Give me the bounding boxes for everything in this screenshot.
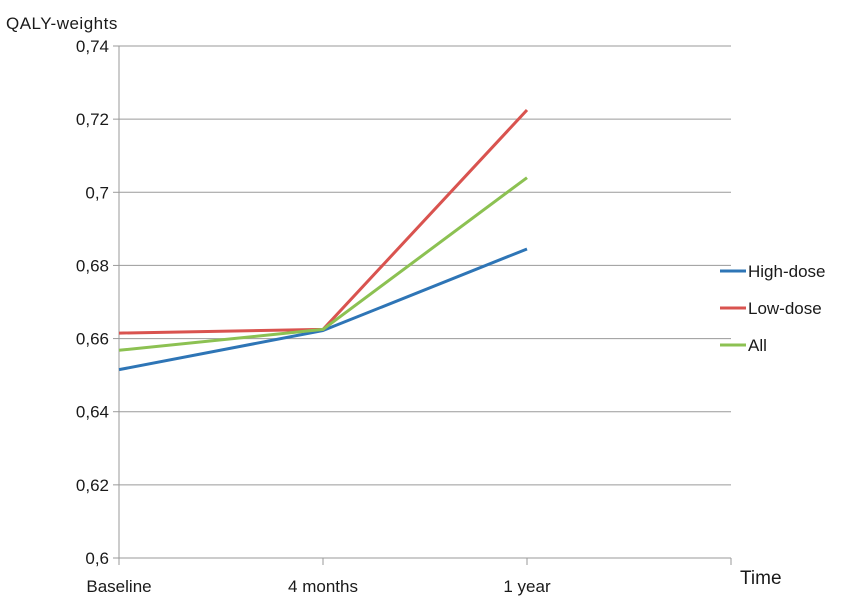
y-tick-label: 0,66	[76, 330, 109, 349]
y-tick-label: 0,7	[85, 183, 109, 202]
y-tick-label: 0,72	[76, 110, 109, 129]
y-tick-label: 0,62	[76, 476, 109, 495]
legend: High-dose Low-dose All	[720, 262, 826, 355]
legend-label: High-dose	[748, 262, 826, 281]
x-tick-label: 4 months	[288, 577, 358, 596]
legend-label: All	[748, 336, 767, 355]
y-tick-labels: 0,6 0,62 0,64 0,66 0,68 0,7 0,72 0,74	[76, 37, 109, 568]
y-tick-label: 0,68	[76, 256, 109, 275]
axes	[113, 45, 732, 565]
x-tick-label: Baseline	[86, 577, 151, 596]
series-lines	[118, 108, 529, 372]
x-tick-label: 1 year	[503, 577, 551, 596]
y-tick-label: 0,6	[85, 549, 109, 568]
x-axis-title: Time	[740, 568, 782, 589]
x-tick-labels: Baseline 4 months 1 year	[86, 577, 551, 596]
series-line-all	[118, 176, 528, 352]
legend-label: Low-dose	[748, 299, 822, 318]
series-line-high-dose	[118, 247, 528, 372]
y-tick-label: 0,64	[76, 403, 109, 422]
y-axis-title: QALY-weights	[6, 14, 118, 33]
gridlines	[119, 45, 731, 486]
y-tick-label: 0,74	[76, 37, 109, 56]
